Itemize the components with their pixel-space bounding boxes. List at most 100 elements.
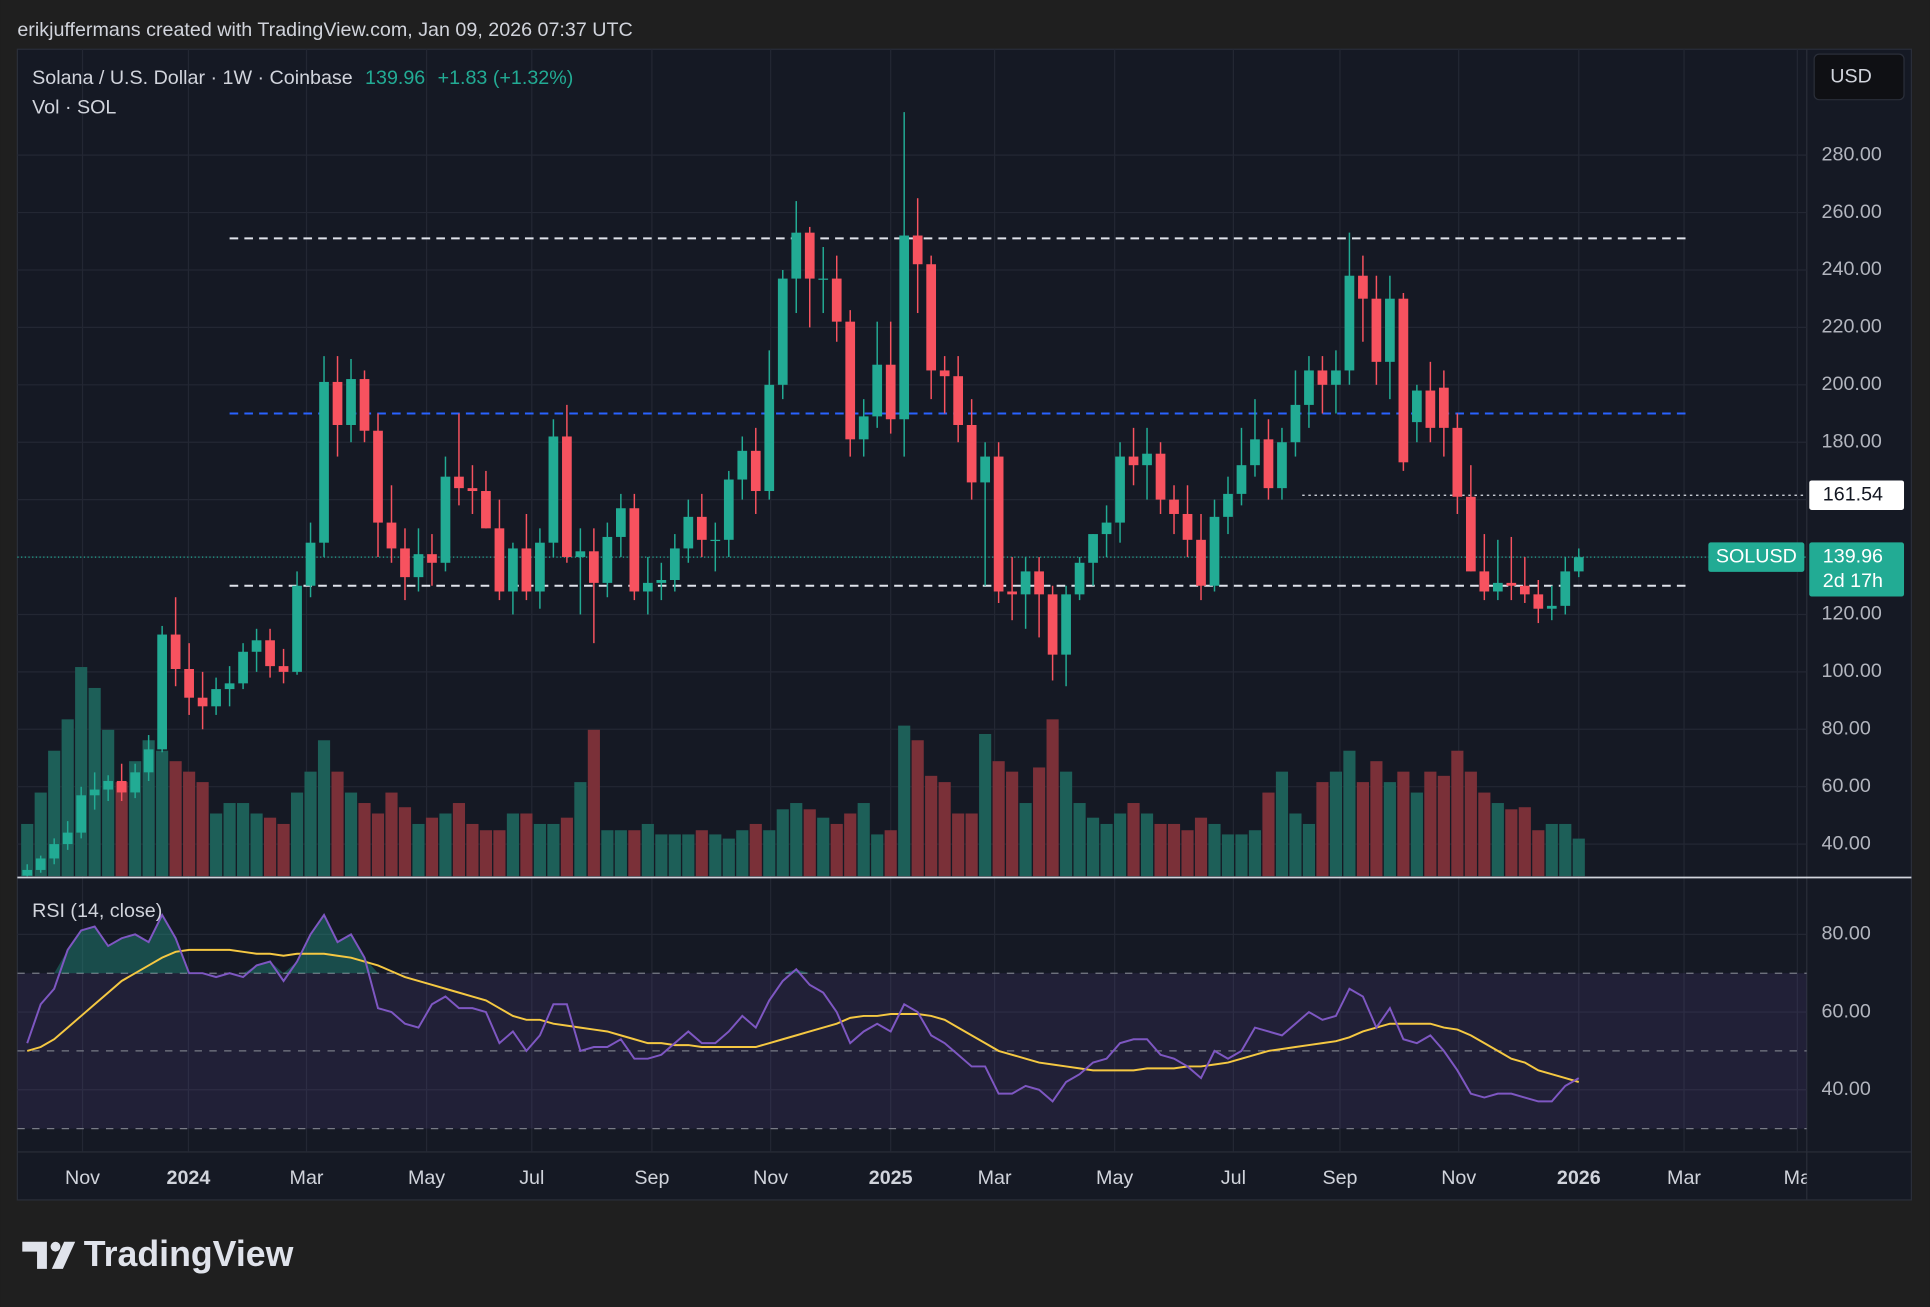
volume-bar [560,817,573,877]
candle-body [1263,439,1274,489]
candle-body [413,554,424,578]
volume-bar [1383,782,1396,877]
candle-body [332,381,343,425]
candle-body [251,640,262,652]
x-tick-label: Sep [634,1167,669,1189]
volume-bar [1532,830,1545,877]
volume-bar [1545,823,1558,877]
candle-body [454,476,464,489]
x-tick-label: 2025 [869,1167,913,1189]
volume-bar [1289,813,1302,877]
candle-body [1047,594,1058,655]
volume-bar [506,813,519,877]
volume-bar [479,830,493,877]
volume-bar [1370,761,1383,877]
currency-button-bg[interactable] [1813,53,1905,101]
candle-body [143,749,154,773]
candle-body [791,232,802,279]
volume-bar [466,823,479,877]
volume-bar [1424,771,1437,877]
volume-bar [601,830,614,877]
volume-bar [142,740,155,877]
y-tick-label: 180.00 [1822,430,1882,452]
currency-button[interactable]: USD [1813,53,1905,101]
volume-bar [844,813,857,877]
candle-body [589,551,599,583]
brand-name: TradingView [84,1234,294,1274]
candle-body [1452,427,1463,497]
candle-body [629,508,640,592]
candle-body [804,232,815,279]
candle-body [305,542,316,586]
candle-body [1573,557,1584,572]
y-tick-label: 100.00 [1822,660,1882,682]
candle-body [885,364,896,420]
volume-bar [223,803,236,877]
candle-body [1492,582,1503,592]
candle-body [238,651,248,684]
volume-bar [668,834,681,877]
candle-body [1020,571,1031,595]
volume-bar [830,823,843,877]
volume-bar [1437,775,1450,877]
volume-bar [898,725,911,877]
candle-body [575,551,586,558]
x-tick-label: May [1096,1167,1133,1189]
volume-bar [641,823,654,877]
candle-body [211,689,221,707]
candle-body [602,536,613,583]
volume-bar [1073,803,1086,877]
rsi-ma-line [26,948,1580,1083]
candle-body [130,772,141,793]
logo-mark-dot [50,1241,61,1252]
volume-bar [1087,817,1100,877]
volume-bar [763,830,776,877]
candle-body [1546,605,1557,609]
axes: 40.0060.0080.00100.00120.00140.00160.001… [65,143,1905,1189]
y-tick-label: 60.00 [1822,1000,1871,1022]
logo-mark-left [22,1241,47,1269]
x-tick-label: Mar [290,1167,324,1189]
volume-bar [749,823,762,877]
candle-body [1304,370,1314,405]
y-tick-label: 80.00 [1822,717,1871,739]
volume-legend: Vol · SOL [32,97,116,119]
volume-bar [250,813,263,877]
candle-body [1277,442,1287,489]
candle-body [1385,298,1395,362]
volume-bar [277,823,290,877]
candle-body [548,436,559,543]
volume-bar [1572,838,1585,877]
x-tick-label: 2024 [167,1167,211,1189]
volume-bar [196,782,209,877]
volume-bar [965,813,978,877]
candle-body [1007,591,1017,595]
candle-body [1142,453,1152,466]
currency-button-label[interactable]: USD [1830,66,1872,88]
candle-body [400,548,410,578]
candle-body [157,634,167,750]
candle-body [993,456,1004,592]
y-tick-label: 200.00 [1822,373,1882,395]
volume-bar [412,823,425,877]
volume-bar [803,809,816,877]
volume-bar [398,807,412,877]
candle-body [926,264,937,371]
x-tick-label: Sep [1322,1167,1357,1189]
volume-bar [547,823,560,877]
candle-body [1398,298,1409,463]
candle-body [346,379,356,425]
candle-body [1169,499,1179,514]
symbol-box [1708,542,1805,572]
volume-bar [61,719,74,877]
candle-body [481,491,491,529]
last-price: 139.96 [365,67,425,89]
candle-body [62,832,73,845]
candle-body [980,456,990,483]
volume-bar [237,803,250,877]
y-tick-label: 280.00 [1822,143,1882,165]
candle-body [818,278,829,280]
volume-bar [1235,834,1248,877]
chart-frame [16,48,1913,1201]
